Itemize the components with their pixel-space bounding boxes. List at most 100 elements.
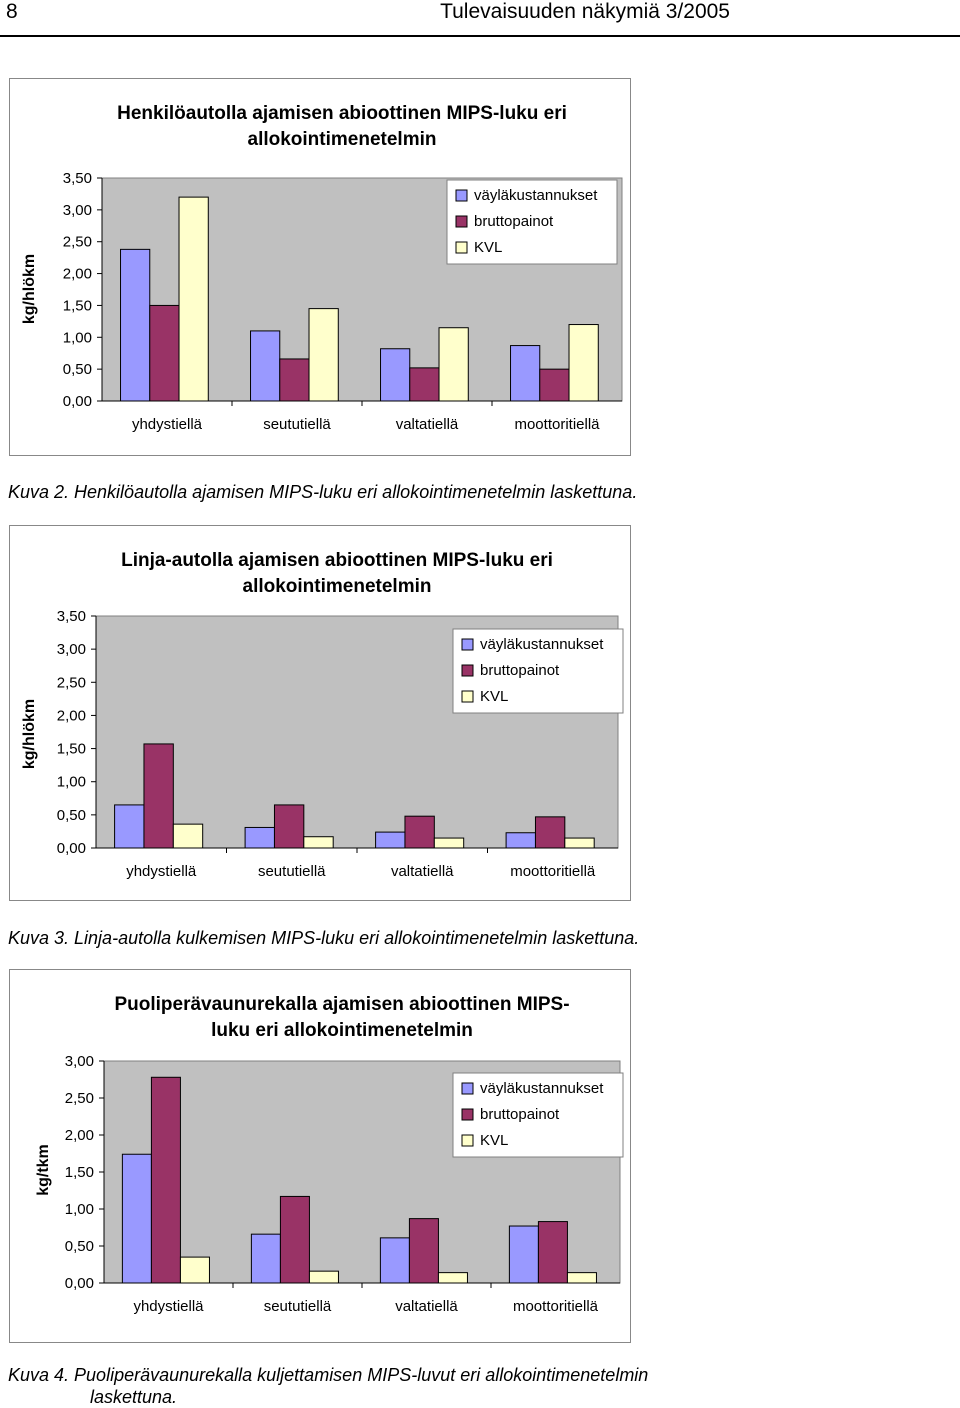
legend: väyläkustannukset bruttopainot KVL	[452, 628, 624, 714]
bar-3	[564, 837, 595, 849]
legend-swatch	[461, 690, 474, 703]
y-tick-label: 2,50	[57, 674, 86, 691]
publication-title: Tulevaisuuden näkymiä 3/2005	[440, 0, 730, 23]
y-tick-label: 3,00	[65, 1053, 94, 1070]
y-axis-label: kg/tkm	[35, 1144, 52, 1196]
y-tick-label: 2,00	[65, 1127, 94, 1144]
bar-1	[250, 330, 281, 402]
x-tick-label: yhdystiellä	[126, 863, 197, 880]
bar-3	[438, 327, 469, 402]
bar-2	[537, 1221, 568, 1284]
legend-swatch	[455, 215, 468, 228]
y-tick-label: 2,50	[65, 1090, 94, 1107]
bar-1	[510, 345, 541, 402]
bar-1	[120, 248, 151, 402]
x-tick-label: yhdystiellä	[133, 1298, 204, 1315]
legend-swatch	[461, 664, 474, 677]
y-tick-label: 1,50	[63, 297, 92, 314]
chart-title-line: allokointimenetelmin	[248, 129, 437, 150]
legend-box	[452, 1072, 624, 1158]
legend-label: KVL	[480, 1132, 508, 1149]
legend-swatch	[455, 241, 468, 254]
y-tick-label: 0,00	[65, 1275, 94, 1292]
legend-label: bruttopainot	[480, 662, 560, 679]
figure-caption-3: Kuva 3. Linja-autolla kulkemisen MIPS-lu…	[8, 928, 640, 948]
figure-caption-2: Kuva 2. Henkilöautolla ajamisen MIPS-luk…	[8, 482, 638, 502]
bar-3	[568, 324, 599, 402]
bar-1	[250, 1233, 281, 1284]
y-tick-label: 0,00	[63, 393, 92, 410]
legend-label: bruttopainot	[474, 213, 554, 230]
legend-swatch	[461, 638, 474, 651]
chart-frame-1: Henkilöautolla ajamisen abioottinen MIPS…	[9, 78, 631, 456]
legend-label: bruttopainot	[480, 1106, 560, 1123]
y-tick-label: 2,50	[63, 234, 92, 251]
y-tick-label: 0,50	[63, 361, 92, 378]
y-tick-label: 1,00	[65, 1201, 94, 1218]
y-axis-label: kg/hlökm	[21, 254, 38, 324]
y-tick-label: 2,00	[57, 707, 86, 724]
figure-caption-4-cont: laskettuna.	[90, 1387, 178, 1407]
bar-3	[303, 836, 334, 849]
bar-2	[279, 358, 310, 402]
bar-2	[539, 368, 570, 402]
x-tick-label: valtatiellä	[396, 416, 459, 433]
bar-2	[409, 367, 440, 402]
bar-3	[308, 308, 339, 402]
y-tick-label: 3,50	[63, 170, 92, 187]
chart-puoliperavaunurekka: Puoliperävaunurekalla ajamisen abioottin…	[35, 994, 624, 1315]
y-tick-label: 2,00	[63, 266, 92, 283]
x-tick-label: seututiellä	[264, 1298, 332, 1315]
bar-1	[379, 1237, 410, 1284]
bar-3	[437, 1272, 468, 1284]
bar-1	[505, 832, 536, 849]
y-tick-label: 1,00	[63, 329, 92, 346]
legend-label: väyläkustannukset	[474, 187, 598, 204]
chart-title-line: luku eri allokointimenetelmin	[211, 1020, 473, 1041]
header-rule	[0, 35, 960, 37]
legend-box	[446, 179, 618, 265]
bar-3	[178, 196, 209, 402]
y-tick-label: 3,00	[63, 202, 92, 219]
legend-box	[452, 628, 624, 714]
bar-3	[566, 1272, 597, 1284]
bar-1	[244, 826, 275, 849]
bar-3	[433, 837, 465, 849]
legend-swatch	[461, 1134, 474, 1147]
bar-2	[273, 804, 305, 849]
y-axis-label: kg/hlökm	[21, 699, 38, 769]
x-tick-label: valtatiellä	[391, 863, 454, 880]
chart-title-line: Linja-autolla ajamisen abioottinen MIPS-…	[121, 550, 553, 571]
legend-swatch	[461, 1108, 474, 1121]
y-tick-label: 0,50	[65, 1238, 94, 1255]
chart-title-line: Puoliperävaunurekalla ajamisen abioottin…	[114, 994, 569, 1015]
bar-3	[308, 1270, 339, 1284]
y-tick-label: 3,50	[57, 608, 86, 625]
legend-label: KVL	[474, 239, 502, 256]
bar-1	[508, 1225, 539, 1284]
legend: väyläkustannukset bruttopainot KVL	[452, 1072, 624, 1158]
bar-2	[150, 1076, 181, 1284]
y-tick-label: 1,50	[65, 1164, 94, 1181]
x-tick-label: valtatiellä	[395, 1298, 458, 1315]
x-tick-label: moottoritiellä	[510, 863, 596, 880]
bar-2	[143, 743, 174, 849]
x-tick-label: yhdystiellä	[132, 416, 203, 433]
legend-swatch	[455, 189, 468, 202]
bar-1	[121, 1153, 152, 1284]
bar-2	[408, 1218, 439, 1284]
bar-1	[114, 804, 145, 849]
x-tick-label: seututiellä	[258, 863, 326, 880]
chart-title-line: Henkilöautolla ajamisen abioottinen MIPS…	[117, 103, 567, 124]
legend-label: väyläkustannukset	[480, 1080, 604, 1097]
bar-3	[179, 1256, 210, 1284]
legend-label: väyläkustannukset	[480, 636, 604, 653]
x-tick-label: seututiellä	[263, 416, 331, 433]
bar-1	[380, 348, 411, 402]
figure-caption-4: Kuva 4. Puoliperävaunurekalla kuljettami…	[8, 1365, 649, 1385]
bar-1	[375, 831, 406, 849]
chart-henkiloauto: Henkilöautolla ajamisen abioottinen MIPS…	[21, 103, 623, 433]
legend-label: KVL	[480, 688, 508, 705]
y-tick-label: 1,50	[57, 741, 86, 758]
chart-linja-auto: Linja-autolla ajamisen abioottinen MIPS-…	[21, 550, 624, 880]
